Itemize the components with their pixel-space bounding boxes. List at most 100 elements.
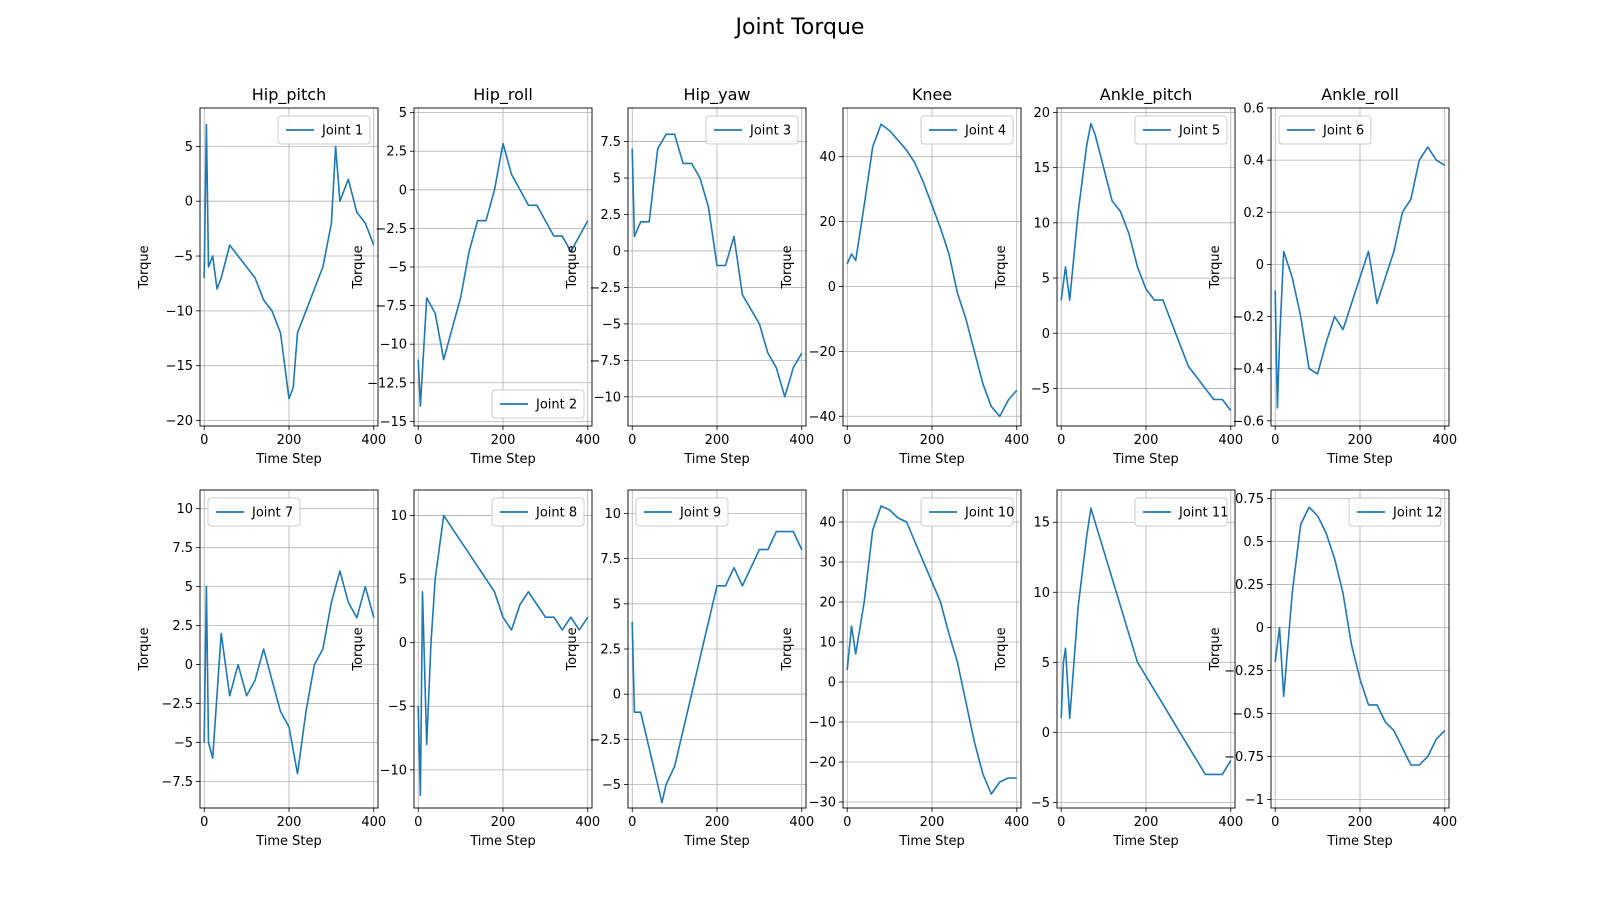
y-axis-label: Torque: [780, 627, 795, 671]
legend-label: Joint 9: [679, 506, 721, 521]
y-tick-label: 5: [399, 106, 407, 121]
y-tick-label: 2.5: [386, 145, 407, 160]
x-axis-label: Time Step: [683, 452, 750, 467]
x-tick-label: 0: [628, 433, 636, 448]
axes-frame: [1056, 489, 1236, 809]
y-tick-label: −5: [174, 736, 193, 751]
y-tick-label: −10: [380, 338, 407, 353]
y-tick-label: −10: [166, 304, 193, 319]
y-tick-label: −5: [602, 317, 621, 332]
subplot-title: Hip_roll: [473, 85, 533, 105]
x-tick-label: 0: [1271, 815, 1279, 830]
x-tick-label: 200: [705, 433, 730, 448]
x-axis-label: Time Step: [683, 834, 750, 849]
series-line-7: [203, 570, 375, 775]
x-axis-label: Time Step: [1326, 834, 1393, 849]
legend: Joint 9: [635, 497, 729, 527]
axes-frame: [842, 107, 1022, 427]
legend-label: Joint 3: [749, 124, 791, 139]
legend-label: Joint 5: [1178, 124, 1220, 139]
y-axis-label: Torque: [780, 245, 795, 289]
x-axis-label: Time Step: [255, 834, 322, 849]
y-tick-label: −2.5: [589, 281, 621, 296]
y-tick-label: 10: [176, 502, 193, 517]
y-tick-label: 40: [819, 150, 836, 165]
subplot-6: 0 200 400 −0.6 −0.4 −0.2 0 0.2 0.4 0.6 Ankle_roll T…: [1208, 85, 1457, 467]
y-axis-label: Torque: [1208, 627, 1223, 671]
x-tick-label: 200: [491, 433, 516, 448]
legend-label: Joint 11: [1178, 506, 1228, 521]
y-tick-label: 0.5: [1243, 535, 1264, 550]
subplot-12: 0 200 400−1−0.75−0.5−0.2500.250.50.75Time …: [1208, 489, 1457, 849]
x-tick-label: 400: [1218, 815, 1243, 830]
x-tick-label: 400: [1432, 433, 1457, 448]
y-tick-label: 0: [828, 676, 836, 691]
x-axis-label: Time Step: [469, 834, 536, 849]
x-tick-label: 200: [491, 815, 516, 830]
x-tick-label: 400: [1432, 815, 1457, 830]
y-tick-label: −20: [809, 345, 836, 360]
x-tick-label: 400: [575, 815, 600, 830]
y-tick-label: 2.5: [172, 619, 193, 634]
y-tick-label: 5: [1042, 272, 1050, 287]
y-tick-label: 5: [185, 140, 193, 155]
axes-frame: [199, 489, 379, 809]
y-tick-label: 15: [1033, 161, 1050, 176]
y-tick-label: 20: [1033, 106, 1050, 121]
series-line-2: [417, 142, 589, 407]
legend-label: Joint 8: [535, 506, 577, 521]
y-tick-label: 7.5: [600, 552, 621, 567]
y-tick-label: −0.4: [1232, 362, 1264, 377]
y-tick-label: 0.6: [1243, 102, 1264, 117]
legend: Joint 1: [277, 115, 371, 145]
y-tick-label: −1: [1245, 793, 1264, 808]
legend-box: [1134, 497, 1228, 527]
series-line-12: [1274, 506, 1446, 766]
y-tick-label: −5: [388, 700, 407, 715]
legend: Joint 4: [920, 115, 1014, 145]
y-axis-label: Torque: [994, 245, 1009, 289]
y-tick-label: −0.6: [1232, 414, 1264, 429]
x-tick-label: 400: [361, 433, 386, 448]
subplot-8: 0 200 400 −10 −5 0 5 10 Time Step Torque Joint 8: [351, 489, 600, 849]
y-tick-label: 0: [613, 688, 621, 703]
legend: Joint 10: [920, 497, 1014, 527]
legend-box: [491, 497, 585, 527]
axes-frame: [1270, 107, 1450, 427]
y-tick-label: 5: [1042, 656, 1050, 671]
x-tick-label: 400: [1004, 815, 1029, 830]
x-tick-label: 200: [705, 815, 730, 830]
y-tick-label: 15: [1033, 516, 1050, 531]
y-tick-label: 10: [604, 507, 621, 522]
x-tick-label: 200: [920, 815, 945, 830]
x-tick-label: 0: [200, 815, 208, 830]
axes-frame: [627, 489, 807, 809]
y-tick-label: 0: [185, 195, 193, 210]
y-axis-label: Torque: [137, 245, 152, 289]
legend-box: [1348, 497, 1442, 527]
subplot-3: 0 200 400 −10 −7.5 −5 −2.5 0 2.5 5 7.5 Hip_yaw Time …: [565, 85, 814, 467]
legend-label: Joint 7: [251, 506, 293, 521]
subplot-title: Knee: [912, 85, 952, 104]
x-axis-label: Time Step: [1326, 452, 1393, 467]
series-line-3: [631, 133, 803, 398]
x-axis-label: Time Step: [898, 834, 965, 849]
x-tick-label: 200: [277, 433, 302, 448]
legend-label: Joint 1: [321, 124, 363, 139]
y-tick-label: 20: [819, 215, 836, 230]
subplot-10: 0 200 400 −30 −20 −10 0 10 20 30 40 Time Step Torque…: [780, 489, 1029, 849]
series-line-5: [1060, 122, 1232, 411]
y-tick-label: 2.5: [600, 208, 621, 223]
legend-box: [1278, 115, 1372, 145]
y-tick-label: 10: [390, 509, 407, 524]
y-tick-label: −15: [380, 415, 407, 430]
y-tick-label: −12.5: [367, 376, 407, 391]
legend: Joint 11: [1134, 497, 1228, 527]
x-tick-label: 0: [414, 815, 422, 830]
x-tick-label: 200: [1348, 433, 1373, 448]
y-tick-label: −0.75: [1224, 750, 1264, 765]
axes-frame: [413, 489, 593, 809]
y-tick-label: −20: [166, 414, 193, 429]
subplot-7: 0 200 400 −7.5 −5 −2.5 0 2.5 5 7.5 10 Time Step Torq…: [137, 489, 386, 849]
